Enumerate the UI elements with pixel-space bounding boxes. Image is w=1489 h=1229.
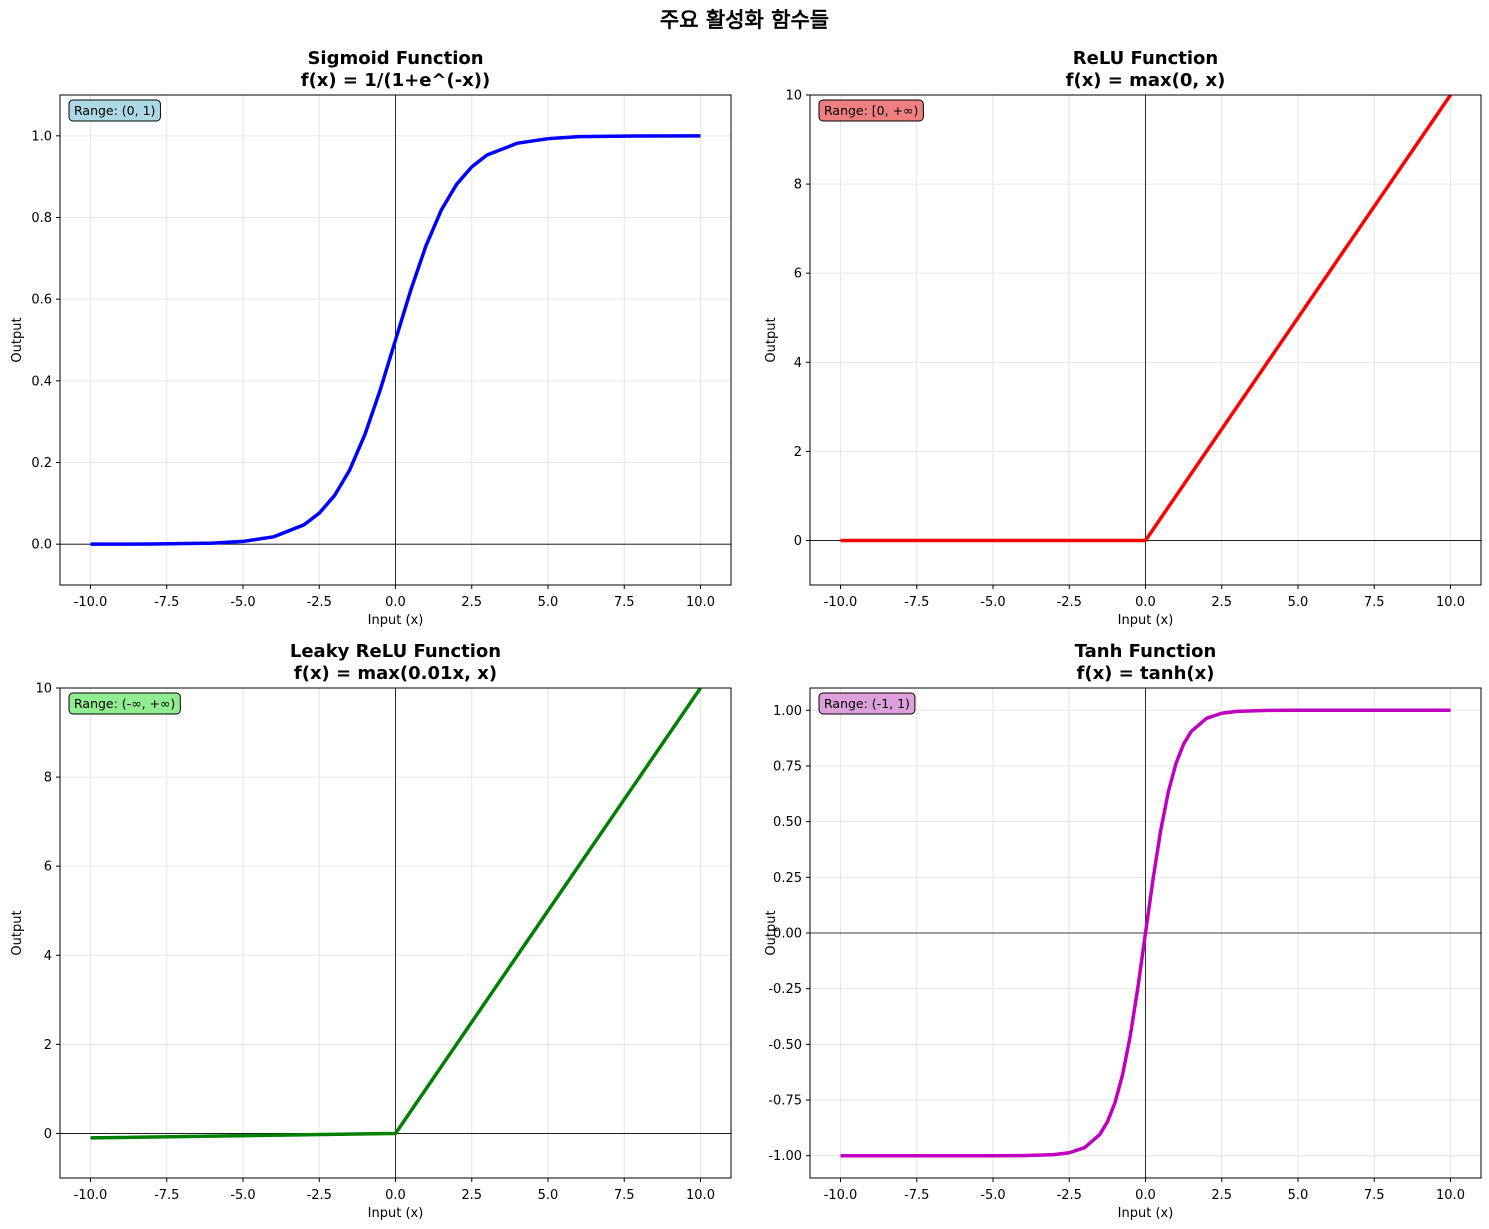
series-line-relu	[840, 95, 1452, 543]
y-tick-label: 0.4	[31, 374, 52, 389]
x-tick-label: 7.5	[614, 595, 635, 610]
range-annotation: Range: (-∞, +∞)	[74, 696, 175, 711]
subplot-relu: -10.0 -7.5 -5.0 -2.5 0.0 2.5 5.0 7.5 10.0 0 2 4 6 8 10…	[764, 48, 1482, 628]
x-tick-label: -5.0	[980, 595, 1005, 610]
y-tick-label: 4	[44, 949, 52, 964]
x-tick-label: -10.0	[74, 1188, 108, 1203]
y-tick-label: -0.75	[768, 1094, 802, 1109]
x-tick-label: -7.5	[904, 1188, 929, 1203]
range-annotation: Range: (-1, 1)	[824, 696, 910, 711]
x-axis-label: Input (x)	[368, 1206, 424, 1221]
y-tick-label: 2	[44, 1038, 52, 1053]
x-tick-label: 0.0	[1135, 1188, 1156, 1203]
y-axis-label: Output	[10, 910, 25, 955]
y-axis-label: Output	[764, 910, 779, 955]
x-tick-label: 5.0	[1288, 1188, 1309, 1203]
x-tick-label: -2.5	[307, 595, 332, 610]
series-line-tanh	[840, 708, 1451, 1158]
y-tick-label: -0.50	[768, 1038, 802, 1053]
x-tick-label: 2.5	[1211, 595, 1232, 610]
series-line-leaky-relu	[90, 688, 702, 1140]
y-tick-label: 1.0	[31, 129, 52, 144]
x-axis-label: Input (x)	[1118, 613, 1174, 628]
y-tick-label: 0.00	[773, 927, 802, 942]
y-tick-label: 0.25	[773, 871, 802, 886]
subplot-leaky-relu: -10.0 -7.5 -5.0 -2.5 0.0 2.5 5.0 7.5 10.0 0 2 4 6 8 10…	[10, 641, 732, 1221]
x-tick-label: 10.0	[1436, 1188, 1465, 1203]
subplot-title: ReLU Function	[1073, 48, 1218, 69]
y-tick-label: -1.00	[768, 1149, 802, 1164]
y-tick-label: 10	[35, 682, 52, 697]
y-tick-label: -0.25	[768, 982, 802, 997]
x-tick-label: 0.0	[385, 595, 406, 610]
range-annotation: Range: [0, +∞)	[824, 103, 918, 118]
x-tick-label: 10.0	[1436, 595, 1465, 610]
y-tick-label: 0.6	[31, 293, 52, 308]
subplot-title: f(x) = tanh(x)	[1077, 663, 1215, 684]
y-tick-label: 6	[44, 860, 52, 875]
series-line-sigmoid	[90, 134, 701, 546]
x-tick-label: -2.5	[1057, 595, 1082, 610]
x-tick-label: -7.5	[154, 1188, 179, 1203]
y-tick-label: 4	[794, 356, 802, 371]
x-tick-label: 7.5	[1364, 1188, 1385, 1203]
x-axis-label: Input (x)	[1118, 1206, 1174, 1221]
y-axis-label: Output	[10, 317, 25, 362]
y-tick-label: 8	[44, 771, 52, 786]
range-annotation-box	[68, 692, 181, 715]
y-tick-label: 2	[794, 445, 802, 460]
subplot-title: f(x) = max(0, x)	[1066, 70, 1226, 91]
y-axis-label: Output	[764, 317, 779, 362]
x-tick-label: 0.0	[385, 1188, 406, 1203]
x-tick-label: 10.0	[686, 1188, 715, 1203]
x-tick-label: -10.0	[74, 595, 108, 610]
y-tick-label: 6	[794, 267, 802, 282]
x-tick-label: -5.0	[980, 1188, 1005, 1203]
subplot-title: Sigmoid Function	[307, 48, 483, 69]
subplot-sigmoid: -10.0 -7.5 -5.0 -2.5 0.0 2.5 5.0 7.5 10.0 0.0 0.2 0…	[10, 48, 732, 628]
subplot-title: Leaky ReLU Function	[290, 641, 501, 662]
subplot-title: f(x) = 1/(1+e^(-x))	[301, 70, 491, 91]
subplot-title: f(x) = max(0.01x, x)	[294, 663, 497, 684]
y-tick-label: 0.50	[773, 815, 802, 830]
figure-suptitle: 주요 활성화 함수들	[659, 8, 830, 32]
x-tick-label: -5.0	[230, 595, 255, 610]
y-tick-label: 0.2	[31, 456, 52, 471]
y-tick-label: 0.75	[773, 759, 802, 774]
y-tick-label: 8	[794, 178, 802, 193]
range-annotation-box	[818, 99, 924, 122]
x-tick-label: -10.0	[824, 595, 858, 610]
x-tick-label: -5.0	[230, 1188, 255, 1203]
x-tick-label: -7.5	[904, 595, 929, 610]
x-tick-label: 5.0	[538, 595, 559, 610]
y-tick-label: 10	[785, 89, 802, 104]
subplot-tanh: -10.0 -7.5 -5.0 -2.5 0.0 2.5 5.0 7.5 10.0 -1.00 -0…	[764, 641, 1482, 1221]
y-tick-label: 0.8	[31, 211, 52, 226]
subplot-title: Tanh Function	[1075, 641, 1217, 662]
x-tick-label: 2.5	[461, 595, 482, 610]
y-tick-label: 0	[794, 534, 802, 549]
range-annotation-box	[68, 99, 161, 122]
y-tick-label: 0.0	[31, 538, 52, 553]
x-tick-label: 2.5	[461, 1188, 482, 1203]
x-tick-label: 7.5	[614, 1188, 635, 1203]
x-tick-label: 2.5	[1211, 1188, 1232, 1203]
range-annotation: Range: (0, 1)	[74, 103, 155, 118]
x-tick-label: 5.0	[1288, 595, 1309, 610]
range-annotation-box	[818, 692, 916, 715]
y-tick-label: 1.00	[773, 704, 802, 719]
x-axis-label: Input (x)	[368, 613, 424, 628]
x-tick-label: -2.5	[1057, 1188, 1082, 1203]
x-tick-label: -7.5	[154, 595, 179, 610]
y-tick-label: 0	[44, 1127, 52, 1142]
x-tick-label: -10.0	[824, 1188, 858, 1203]
x-tick-label: 10.0	[686, 595, 715, 610]
x-tick-label: 7.5	[1364, 595, 1385, 610]
x-tick-label: 5.0	[538, 1188, 559, 1203]
x-tick-label: -2.5	[307, 1188, 332, 1203]
x-tick-label: 0.0	[1135, 595, 1156, 610]
